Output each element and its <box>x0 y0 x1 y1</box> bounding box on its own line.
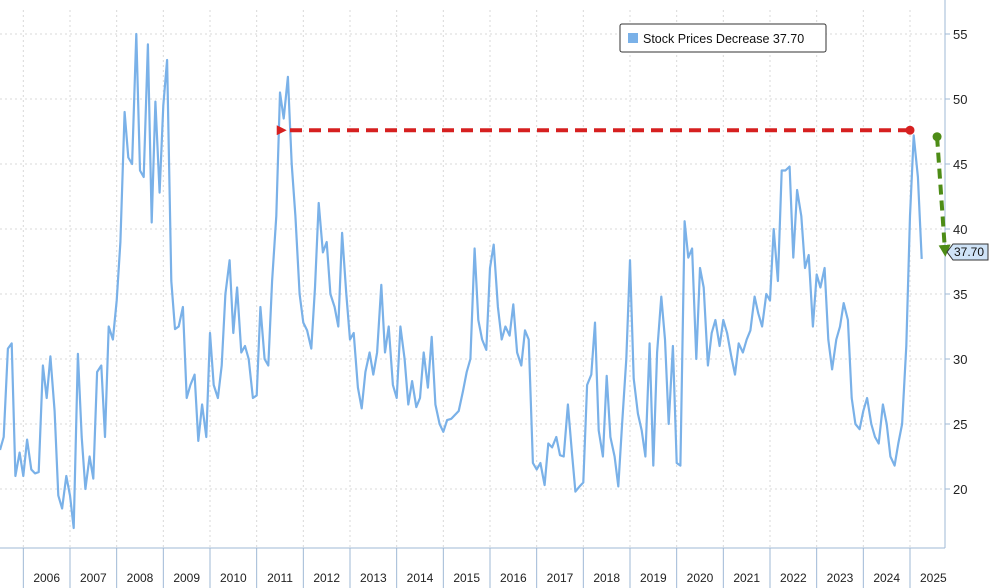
series-line <box>0 32 923 530</box>
x-tick-label: 2008 <box>127 571 154 585</box>
red-arrow-dot <box>905 125 915 135</box>
last-value-badge: 37.70 <box>946 243 989 261</box>
legend: Stock Prices Decrease 37.70 <box>619 23 827 53</box>
y-tick-label: 35 <box>953 287 967 302</box>
x-tick-label: 2024 <box>873 571 900 585</box>
x-tick-label: 2021 <box>733 571 760 585</box>
x-tick-label: 2022 <box>780 571 807 585</box>
y-tick-label: 25 <box>953 417 967 432</box>
x-tick-label: 2015 <box>453 571 480 585</box>
x-tick-label: 2011 <box>267 571 293 585</box>
x-tick-label: 2013 <box>360 571 387 585</box>
y-tick-label: 55 <box>953 27 967 42</box>
x-tick-label: 2020 <box>687 571 714 585</box>
green-arrow-dot <box>932 132 942 142</box>
x-tick-label: 2014 <box>407 571 434 585</box>
x-tick-label: 2010 <box>220 571 247 585</box>
y-tick-label: 50 <box>953 92 967 107</box>
green-dashed-arrow <box>935 136 951 257</box>
x-tick-label: 2025 <box>920 571 947 585</box>
x-tick-label: 2009 <box>173 571 200 585</box>
legend-box <box>619 23 827 53</box>
x-tick-label: 2016 <box>500 571 527 585</box>
x-tick-label: 2017 <box>547 571 574 585</box>
y-tick-label: 40 <box>953 222 967 237</box>
legend-swatch <box>628 33 638 43</box>
y-tick-label: 45 <box>953 157 967 172</box>
x-tick-label: 2012 <box>313 571 340 585</box>
y-tick-label: 20 <box>953 482 967 497</box>
last-value-badge-shape <box>946 243 989 261</box>
legend-label: Stock Prices Decrease 37.70 <box>643 32 804 46</box>
x-tick-label: 2007 <box>80 571 107 585</box>
series-layer <box>0 32 923 530</box>
y-tick-label: 30 <box>953 352 967 367</box>
annotations <box>276 125 951 257</box>
x-tick-label: 2023 <box>827 571 854 585</box>
x-tick-label: 2018 <box>593 571 620 585</box>
last-value-label: 37.70 <box>954 245 984 259</box>
x-tick-label: 2019 <box>640 571 667 585</box>
x-tick-label: 2006 <box>33 571 60 585</box>
